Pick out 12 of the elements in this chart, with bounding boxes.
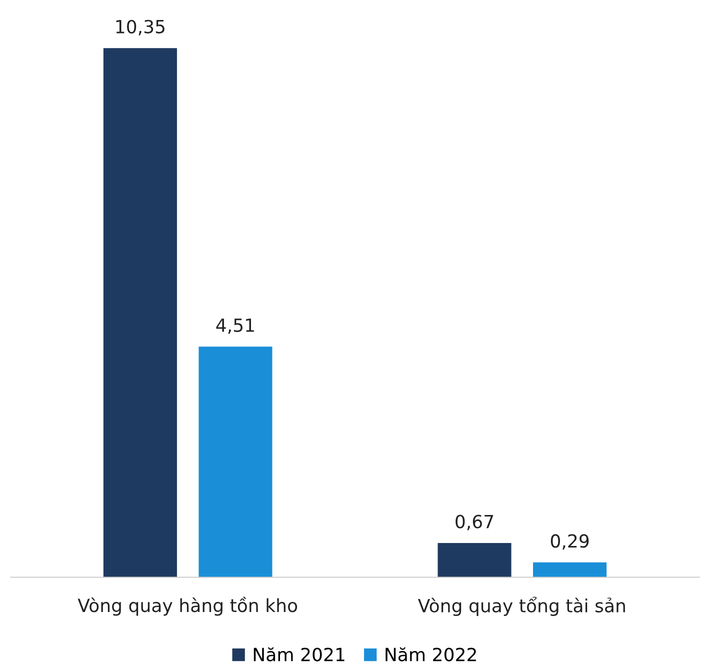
- bar: [103, 48, 177, 578]
- legend-label: Năm 2022: [386, 647, 476, 662]
- x-tick-label: Vòng quay hàng tồn kho: [78, 596, 298, 616]
- data-label: 10,35: [116, 20, 164, 36]
- data-label: 4,51: [216, 318, 254, 334]
- bar: [198, 346, 272, 578]
- legend-label: Năm 2021: [254, 647, 344, 662]
- bar: [533, 562, 607, 578]
- data-label: 0,29: [550, 534, 589, 550]
- bar: [438, 542, 512, 578]
- x-tick-label: Vòng quay tổng tài sản: [418, 596, 625, 616]
- data-label: 0,67: [456, 514, 494, 530]
